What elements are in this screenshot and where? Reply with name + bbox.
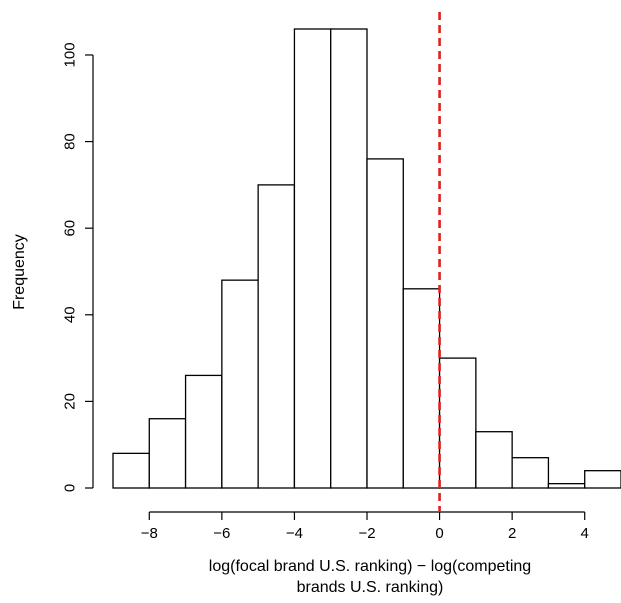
histogram-bar — [366, 158, 404, 489]
y-tick-label: 60 — [61, 220, 78, 237]
y-axis: 0 20 40 60 80 100 — [61, 42, 94, 492]
histogram-bar — [402, 288, 441, 489]
histogram-bar — [112, 452, 150, 489]
histogram-bar — [330, 28, 368, 489]
histogram-bar — [184, 374, 223, 489]
x-tick-label: −8 — [141, 525, 158, 542]
histogram-bar — [547, 483, 586, 489]
histogram-bar — [438, 357, 477, 489]
histogram-bar — [257, 184, 296, 489]
x-tick-label: −4 — [286, 525, 303, 542]
histogram-bar — [475, 431, 513, 489]
x-axis-title-line-1: log(focal brand U.S. ranking) − log(comp… — [209, 558, 531, 575]
bars — [112, 28, 621, 489]
y-tick-label: 20 — [61, 393, 78, 410]
x-tick-label: −2 — [358, 525, 375, 542]
histogram-bar — [221, 279, 259, 489]
y-tick-label: 40 — [61, 306, 78, 323]
y-tick-label: 80 — [61, 133, 78, 150]
y-axis-title: Frequency — [11, 234, 28, 310]
histogram-bar — [293, 28, 332, 489]
x-tick-label: 2 — [508, 525, 516, 542]
x-tick-label: 0 — [435, 525, 443, 542]
histogram-bar — [511, 457, 550, 489]
y-tick-label: 0 — [61, 484, 78, 492]
x-tick-label: 4 — [581, 525, 589, 542]
histogram-bar — [148, 418, 187, 489]
y-tick-label: 100 — [61, 42, 78, 67]
x-axis-title-line-2: brands U.S. ranking) — [297, 579, 444, 596]
x-axis: −8 −6 −4 −2 0 2 4 — [141, 511, 589, 542]
histogram-bar — [584, 470, 621, 489]
x-tick-label: −6 — [213, 525, 230, 542]
